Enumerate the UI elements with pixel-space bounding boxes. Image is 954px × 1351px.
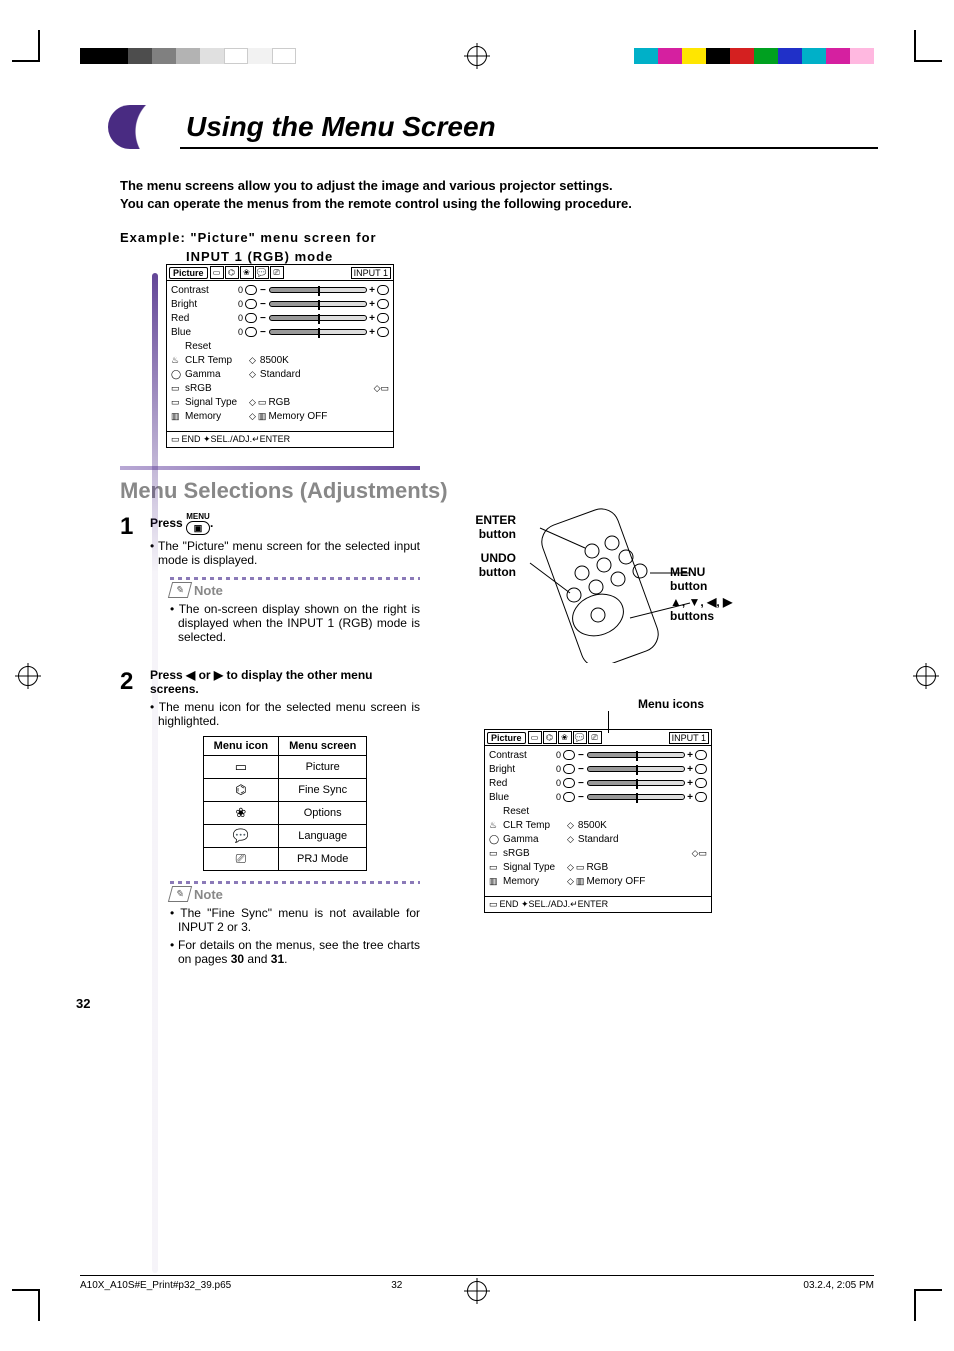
step1-note: The on-screen display shown on the right…	[170, 602, 420, 644]
note-separator	[170, 577, 420, 580]
arrow-buttons-label: ▲, ▼, ◀, ▶ buttons	[670, 595, 750, 623]
intro-line2: You can operate the menus from the remot…	[120, 196, 632, 211]
menu-button-label: MENU button	[670, 565, 740, 593]
page-number: 32	[76, 996, 878, 1011]
step-number: 2	[120, 668, 142, 966]
footer-meta: A10X_A10S#E_Print#p32_39.p65 32 03.2.4, …	[80, 1275, 874, 1291]
colorbar-left	[80, 48, 296, 64]
note-label: Note	[194, 583, 223, 598]
title-bullet-icon	[108, 105, 168, 149]
registration-mark	[916, 666, 936, 686]
menu-icons-label: Menu icons	[450, 697, 740, 711]
example-label: Example: "Picture" menu screen for	[120, 230, 878, 245]
step2-instruction: Press ◀ or ▶ to display the other menu s…	[150, 668, 420, 696]
menu-icon-table: Menu iconMenu screen▭Picture⌬Fine Sync❀O…	[203, 736, 368, 871]
menu-label-tiny: MENU	[186, 513, 210, 520]
side-gradient	[152, 273, 158, 1273]
crop-mark	[914, 30, 916, 60]
footer-date: 03.2.4, 2:05 PM	[803, 1280, 874, 1291]
crop-mark	[38, 1291, 40, 1321]
menu-button-icon: ▣	[186, 521, 210, 535]
crop-mark	[12, 1289, 40, 1291]
step1-instruction: Press MENU ▣ .	[150, 513, 420, 535]
page-title: Using the Menu Screen	[180, 111, 878, 149]
registration-mark	[467, 46, 487, 66]
osd-screenshot-2: Picture ▭⌬ ❀💬 ⎚ INPUT 1 Contrast 0 − +Br…	[484, 729, 712, 913]
remote-diagram: ENTER button UNDO button MENU button ▲, …	[450, 503, 740, 673]
step2-bullet: The menu icon for the selected menu scre…	[150, 700, 420, 728]
crop-mark	[914, 1291, 916, 1321]
enter-button-label: ENTER button	[450, 513, 516, 541]
step-1: 1 Press MENU ▣ . The "Picture" menu scre…	[120, 513, 420, 644]
step-number: 1	[120, 513, 142, 644]
note-separator	[170, 881, 420, 884]
note-icon: ✎	[168, 886, 192, 902]
colorbar-right	[634, 48, 874, 64]
step2-notes: The "Fine Sync" menu is not available fo…	[170, 906, 420, 966]
intro-text: The menu screens allow you to adjust the…	[120, 177, 878, 212]
step1-bullet: The "Picture" menu screen for the select…	[150, 539, 420, 567]
intro-line1: The menu screens allow you to adjust the…	[120, 178, 613, 193]
step-2: 2 Press ◀ or ▶ to display the other menu…	[120, 668, 420, 966]
example-sublabel: INPUT 1 (RGB) mode	[186, 249, 878, 264]
note-label: Note	[194, 887, 223, 902]
note-icon: ✎	[168, 582, 192, 598]
registration-mark	[18, 666, 38, 686]
footer-file: A10X_A10S#E_Print#p32_39.p65	[80, 1280, 231, 1291]
period: .	[210, 517, 213, 531]
crop-mark	[12, 60, 40, 62]
crop-mark	[914, 1289, 942, 1291]
undo-button-label: UNDO button	[450, 551, 516, 579]
section-divider	[120, 466, 420, 470]
pointer-line	[608, 711, 609, 733]
crop-mark	[914, 60, 942, 62]
section-heading: Menu Selections (Adjustments)	[120, 478, 878, 503]
osd-screenshot: Picture ▭⌬ ❀💬 ⎚ INPUT 1 Contrast 0 − +Br…	[166, 264, 394, 448]
crop-mark	[38, 30, 40, 60]
footer-page: 32	[391, 1280, 402, 1291]
page-content: Using the Menu Screen The menu screens a…	[76, 105, 878, 1256]
